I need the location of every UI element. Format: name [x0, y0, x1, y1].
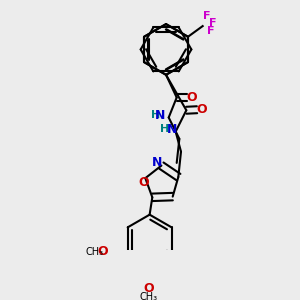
Text: N: N	[167, 123, 177, 136]
Text: H: H	[151, 110, 160, 120]
Text: CH₃: CH₃	[85, 247, 103, 257]
Text: O: O	[98, 245, 108, 258]
Text: N: N	[152, 156, 162, 170]
Text: O: O	[186, 91, 197, 104]
Text: F: F	[209, 18, 217, 28]
Text: O: O	[196, 103, 207, 116]
Text: F: F	[203, 11, 211, 22]
Text: O: O	[143, 282, 154, 296]
Text: H: H	[160, 124, 170, 134]
Text: F: F	[206, 26, 214, 36]
Text: O: O	[139, 176, 149, 190]
Text: N: N	[155, 109, 166, 122]
Text: CH₃: CH₃	[140, 292, 158, 300]
